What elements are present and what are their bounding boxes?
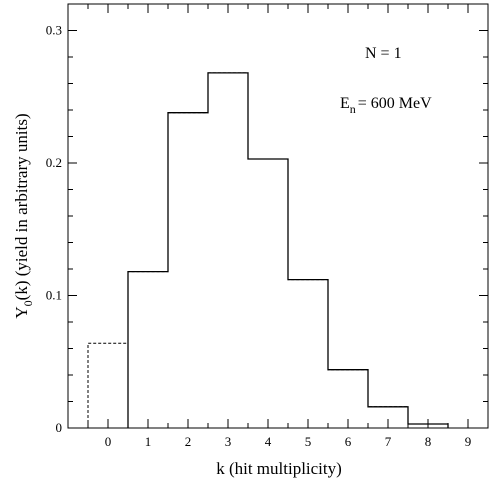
histogram-bin-dashed (288, 280, 328, 428)
histogram-bin-dashed (248, 159, 288, 428)
x-tick-label: 3 (225, 434, 232, 449)
y-tick-label: 0.2 (46, 155, 62, 170)
annotation-energy: En = 600 MeV (340, 95, 432, 116)
y-tick-label: 0.3 (46, 23, 62, 38)
y-axis-title-symbol: Y (12, 306, 31, 318)
x-axis: 0 1 2 3 4 5 6 7 8 9 (87, 4, 472, 449)
annotation-energy-symbol: E (340, 95, 350, 112)
histogram-bin-dashed (408, 424, 448, 428)
series-layer (87, 72, 449, 428)
y-tick-label: 0.1 (46, 288, 62, 303)
annotation-energy-subscript: n (350, 102, 356, 116)
histogram-bin-dashed (208, 73, 248, 428)
histogram-bin-dashed (128, 272, 168, 428)
annotation-energy-value: = 600 MeV (358, 95, 432, 112)
y-tick-label: 0 (56, 420, 63, 435)
histogram-dashed (87, 72, 449, 428)
x-tick-label: 0 (105, 434, 112, 449)
y-axis-title: Y0(k) (yield in arbitrary units) (12, 113, 35, 318)
x-tick-label: 8 (425, 434, 432, 449)
x-tick-label: 4 (265, 434, 272, 449)
histogram-bin-dashed (328, 370, 368, 428)
annotation-n: N = 1 (365, 45, 402, 62)
y-axis-title-subscript: 0 (21, 300, 35, 306)
y-axis: 0 0.1 0.2 0.3 (46, 23, 488, 435)
x-tick-label: 5 (305, 434, 312, 449)
histogram-bin-dashed (168, 113, 208, 428)
x-tick-label: 9 (465, 434, 472, 449)
y-axis-title-rest: (k) (yield in arbitrary units) (12, 113, 31, 300)
x-tick-label: 6 (345, 434, 352, 449)
histogram-bin-dashed (88, 343, 128, 428)
x-axis-title: k (hit multiplicity) (216, 459, 342, 478)
x-tick-label: 2 (185, 434, 192, 449)
histogram-bin-dashed (368, 407, 408, 428)
x-tick-label: 1 (145, 434, 152, 449)
x-tick-label: 7 (385, 434, 392, 449)
